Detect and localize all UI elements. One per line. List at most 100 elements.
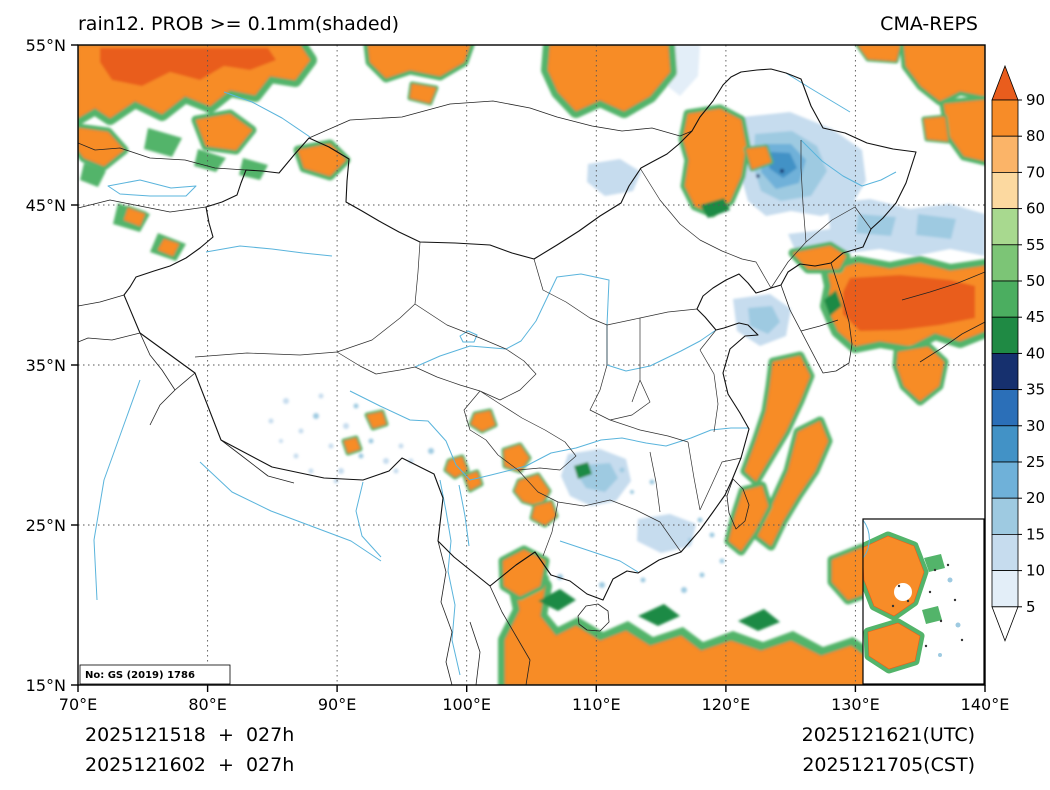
- precip-shading: [333, 478, 339, 484]
- precip-shading: [144, 128, 182, 157]
- inset-islands: [928, 590, 932, 594]
- colorbar-tick-label: 50: [1026, 272, 1045, 290]
- colorbar-segment: [991, 389, 1019, 427]
- colorbar-segment: [991, 461, 1019, 499]
- lon-tick-label: 140°E: [961, 695, 1010, 714]
- lon-tick-label: 90°E: [318, 695, 356, 714]
- inset-islands: [946, 563, 950, 567]
- precip-shading: [318, 393, 324, 399]
- precip-shading: [279, 439, 283, 443]
- precip-shading: [353, 403, 359, 409]
- colorbar-segment: [991, 208, 1019, 246]
- precip-shading: [682, 108, 747, 214]
- precip-shading: [78, 45, 985, 685]
- lat-tick-label: 35°N: [26, 356, 66, 375]
- precip-shading: [700, 198, 730, 218]
- foreign-boundaries: [78, 100, 985, 685]
- precip-shading: [719, 558, 725, 564]
- colorbar-tick-label: 30: [1026, 417, 1045, 435]
- lon-tick-label: 130°E: [831, 695, 880, 714]
- lon-tick-label: 110°E: [572, 695, 621, 714]
- colorbar-segment: [991, 316, 1019, 354]
- colorbar-segment: [991, 534, 1019, 572]
- colorbar-segment: [991, 171, 1019, 209]
- rivers: [93, 72, 897, 676]
- inset-islands: [906, 599, 910, 603]
- colorbar-tick-label: 35: [1026, 381, 1045, 399]
- run-label-1: 2025121518 + 027h: [85, 724, 294, 746]
- valid-time-utc: 2025121621(UTC): [802, 724, 975, 746]
- scs-inset-content: [863, 519, 870, 559]
- precip-shading: [780, 169, 784, 173]
- precip-shading: [308, 468, 314, 474]
- scs-inset-content: [863, 519, 964, 669]
- license-note: [79, 664, 231, 685]
- precip-shading: [738, 609, 780, 631]
- precip-shading: [100, 48, 276, 86]
- precip-shading: [756, 174, 760, 178]
- colorbar-tick-label: 10: [1026, 562, 1045, 580]
- precip-shading: [398, 443, 404, 449]
- chart-title: rain12. PROB >= 0.1mm(shaded): [78, 13, 399, 35]
- inset-islands: [924, 644, 928, 648]
- colorbar-segment: [991, 135, 1019, 173]
- license-note: No: GS (2019) 1786: [79, 664, 231, 685]
- precip-shading: [697, 517, 703, 523]
- lat-tick-label: 15°N: [26, 676, 66, 695]
- license-note-text: No: GS (2019) 1786: [85, 670, 195, 681]
- colorbar: 90 80 70 60 55 50 45 40 35 30 25 20 15 10 5: [991, 64, 1045, 642]
- colorbar-tick-label: 80: [1026, 127, 1045, 145]
- precip-shading: [313, 413, 319, 419]
- lon-tick-label: 120°E: [702, 695, 751, 714]
- precip-shading: [383, 458, 389, 464]
- precip-shading: [903, 45, 985, 102]
- colorbar-tick-label: 55: [1026, 236, 1045, 254]
- colorbar-tick-label: 40: [1026, 344, 1045, 362]
- precip-shading: [619, 467, 625, 473]
- colorbar-tick-label: 70: [1026, 163, 1045, 181]
- precip-shading: [338, 468, 344, 474]
- scs-inset-content: [922, 606, 942, 624]
- precip-shading: [368, 438, 374, 444]
- scs-inset-content: [938, 653, 942, 657]
- precip-shading: [699, 572, 705, 578]
- inset-islands: [891, 604, 895, 608]
- precip-shading: [769, 152, 797, 178]
- lat-tick-label: 55°N: [26, 36, 66, 55]
- precip-shading: [824, 290, 842, 316]
- precip-shading: [328, 443, 334, 449]
- graticule: [78, 45, 985, 685]
- axis-ticks: [71, 44, 986, 692]
- precip-shading: [916, 214, 956, 239]
- lat-tick-label: 25°N: [26, 516, 66, 535]
- precip-shading: [649, 479, 655, 485]
- valid-time-cst: 2025121705(CST): [802, 754, 975, 776]
- colorbar-tick-label: 45: [1026, 308, 1045, 326]
- precip-shading: [298, 428, 304, 434]
- scs-inset-content: [924, 554, 945, 572]
- precip-shading: [538, 589, 576, 611]
- scs-inset: [862, 518, 985, 685]
- colorbar-segment: [991, 64, 1019, 101]
- precip-shading: [857, 45, 901, 62]
- colorbar-segment: [991, 244, 1019, 282]
- scs-inset: [862, 518, 985, 685]
- precip-shading: [428, 448, 434, 454]
- inset-islands: [960, 638, 964, 642]
- inset-islands: [953, 598, 957, 602]
- colorbar-tick-label: 25: [1026, 453, 1045, 471]
- inset-islands: [891, 563, 964, 648]
- colorbar-tick-label: 60: [1026, 200, 1045, 218]
- precip-shading: [194, 149, 226, 172]
- lon-axis-labels: 70°E 80°E 90°E 100°E 110°E 120°E 130°E 1…: [59, 695, 1010, 714]
- colorbar-tick-label: 20: [1026, 489, 1045, 507]
- inset-islands: [933, 568, 937, 572]
- province-boundaries: [194, 140, 872, 557]
- precip-shading: [748, 306, 780, 334]
- precip-shading: [574, 462, 592, 479]
- colorbar-tick-label: 90: [1026, 91, 1045, 109]
- colorbar-segment: [991, 352, 1019, 390]
- precip-shading: [923, 116, 949, 142]
- colorbar-segment: [991, 497, 1019, 535]
